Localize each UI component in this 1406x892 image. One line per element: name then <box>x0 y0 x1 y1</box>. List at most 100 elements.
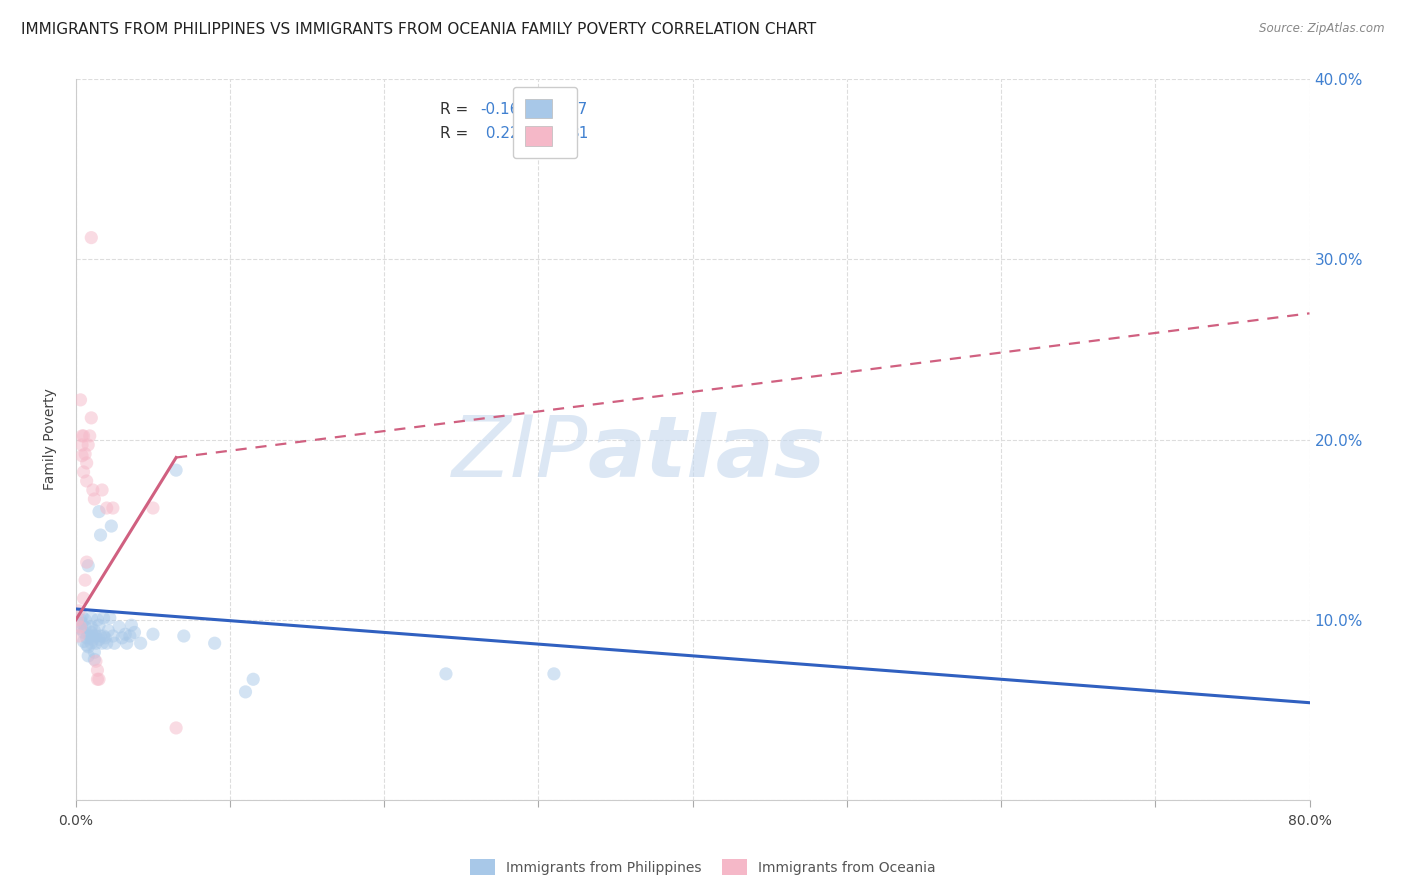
Point <box>242 673 264 687</box>
Text: N =: N = <box>533 102 576 117</box>
Point <box>93 611 115 625</box>
Point <box>114 627 136 641</box>
Point <box>86 663 108 677</box>
Point <box>76 474 98 488</box>
Point <box>434 666 457 681</box>
Point <box>82 483 104 497</box>
Point <box>83 624 105 638</box>
Point <box>90 629 112 643</box>
Point <box>91 483 114 497</box>
Point <box>96 636 118 650</box>
Point <box>142 627 165 641</box>
Point <box>67 604 90 618</box>
Point <box>75 620 97 634</box>
Point <box>77 648 100 663</box>
Point <box>86 673 108 687</box>
Point <box>70 438 93 452</box>
Point <box>118 629 141 643</box>
Point <box>66 613 89 627</box>
Point <box>76 638 98 652</box>
Point <box>100 519 122 533</box>
Point <box>76 631 98 645</box>
Point <box>101 629 124 643</box>
Text: -0.163: -0.163 <box>481 102 530 117</box>
Point <box>75 613 97 627</box>
Point <box>98 611 121 625</box>
Point <box>77 558 100 573</box>
Text: atlas: atlas <box>588 412 825 495</box>
Point <box>87 632 110 647</box>
Point <box>69 622 91 636</box>
Point <box>90 528 112 542</box>
Point <box>80 410 103 425</box>
Point <box>129 636 152 650</box>
Point <box>543 666 565 681</box>
Point <box>84 629 107 643</box>
Point <box>204 636 226 650</box>
Point <box>120 618 142 632</box>
Point <box>173 629 195 643</box>
Point <box>70 449 93 463</box>
Legend: , : , <box>513 87 576 158</box>
Point <box>69 392 91 407</box>
Point <box>80 636 103 650</box>
Point <box>76 456 98 470</box>
Point <box>70 429 93 443</box>
Point <box>80 625 103 640</box>
Legend: Immigrants from Philippines, Immigrants from Oceania: Immigrants from Philippines, Immigrants … <box>464 854 942 880</box>
Point <box>75 447 97 461</box>
Point <box>82 632 104 647</box>
Text: R =: R = <box>440 126 472 141</box>
Point <box>70 609 93 624</box>
Point <box>91 636 114 650</box>
Text: IMMIGRANTS FROM PHILIPPINES VS IMMIGRANTS FROM OCEANIA FAMILY POVERTY CORRELATIO: IMMIGRANTS FROM PHILIPPINES VS IMMIGRANT… <box>21 22 817 37</box>
Text: 57: 57 <box>569 102 589 117</box>
Text: Source: ZipAtlas.com: Source: ZipAtlas.com <box>1260 22 1385 36</box>
Point <box>97 624 120 638</box>
Point <box>94 631 117 645</box>
Point <box>69 620 91 634</box>
Point <box>165 463 187 477</box>
Point <box>142 501 165 516</box>
Point <box>111 631 134 645</box>
Point <box>96 501 118 516</box>
Text: N =: N = <box>533 126 576 141</box>
Point <box>77 640 100 654</box>
Point <box>72 625 94 640</box>
Point <box>77 438 100 452</box>
Point <box>76 555 98 569</box>
Point <box>115 636 138 650</box>
Point <box>124 625 146 640</box>
Point <box>87 618 110 632</box>
Point <box>83 652 105 666</box>
Point <box>93 629 115 643</box>
Point <box>82 629 104 643</box>
Point <box>75 573 97 587</box>
Point <box>69 613 91 627</box>
Point <box>79 629 101 643</box>
Point <box>72 634 94 648</box>
Text: 0.223: 0.223 <box>481 126 529 141</box>
Point <box>103 636 125 650</box>
Point <box>72 591 94 606</box>
Point <box>72 465 94 479</box>
Point <box>235 685 257 699</box>
Point <box>87 673 110 687</box>
Point <box>165 721 187 735</box>
Point <box>80 611 103 625</box>
Point <box>87 505 110 519</box>
Text: ZIP: ZIP <box>451 412 588 495</box>
Point <box>79 429 101 443</box>
Point <box>80 620 103 634</box>
Text: 31: 31 <box>569 126 589 141</box>
Point <box>84 654 107 668</box>
Point <box>108 620 131 634</box>
Point <box>86 613 108 627</box>
Text: R =: R = <box>440 102 472 117</box>
Point <box>101 501 124 516</box>
Point <box>67 629 90 643</box>
Point <box>70 616 93 631</box>
Point <box>83 491 105 506</box>
Point <box>72 429 94 443</box>
Point <box>80 230 103 244</box>
